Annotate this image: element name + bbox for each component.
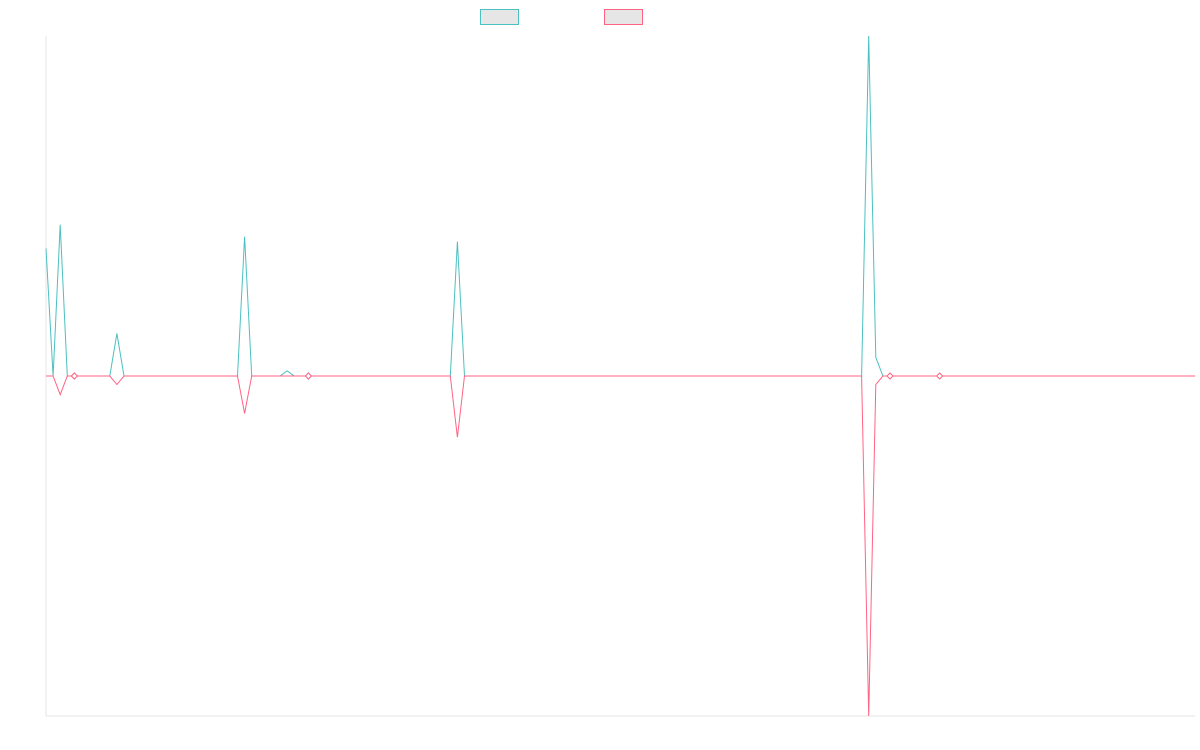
legend-swatch-series-2[interactable] [604, 9, 643, 25]
series-1-line [45, 35, 1195, 377]
series-2-line [46, 375, 1195, 717]
series-2-point-marker[interactable] [304, 372, 313, 380]
legend-swatch-series-1[interactable] [480, 9, 519, 25]
series-2-point-marker[interactable] [70, 372, 79, 380]
marker-layer [70, 372, 944, 380]
series-2-point-marker[interactable] [886, 372, 894, 380]
series-layer [45, 35, 1195, 717]
series-2-point-marker[interactable] [935, 372, 944, 380]
